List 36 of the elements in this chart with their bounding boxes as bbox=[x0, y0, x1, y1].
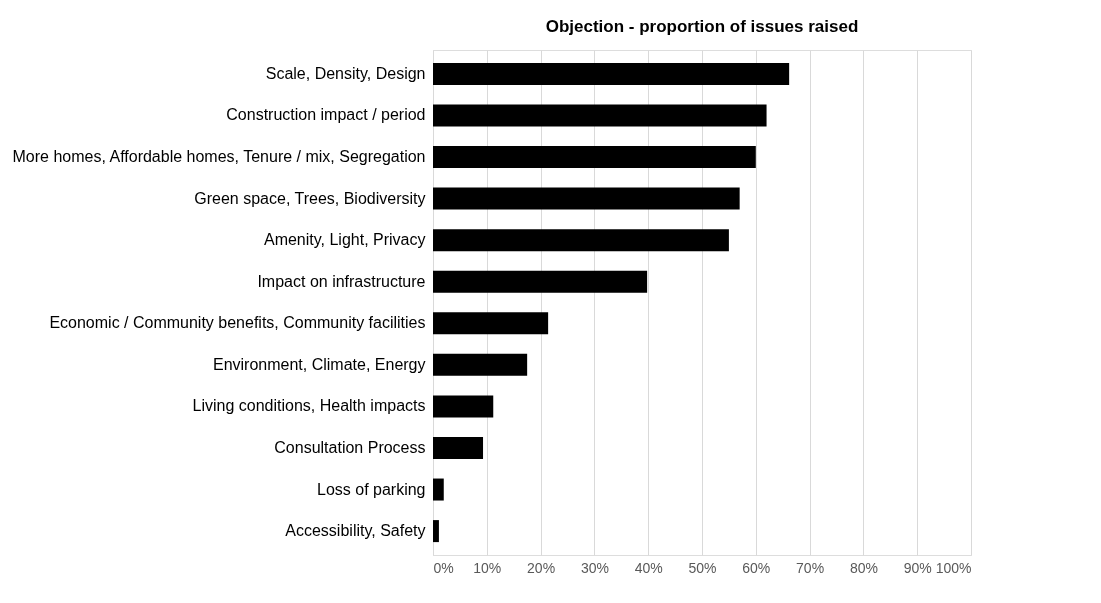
x-tick-label: 0% bbox=[433, 559, 454, 576]
bar bbox=[433, 270, 648, 293]
bar bbox=[433, 187, 740, 210]
bar bbox=[433, 312, 549, 335]
y-tick-label: Impact on infrastructure bbox=[257, 272, 426, 290]
y-tick-label: Environment, Climate, Energy bbox=[212, 355, 426, 373]
x-tick-label: 70% bbox=[796, 559, 825, 576]
bar bbox=[433, 229, 729, 252]
y-tick-label: Green space, Trees, Biodiversity bbox=[194, 189, 426, 207]
x-tick-label: 100% bbox=[935, 559, 972, 576]
y-tick-label: Scale, Density, Design bbox=[265, 64, 426, 82]
x-tick-label: 20% bbox=[527, 559, 556, 576]
bar bbox=[433, 62, 790, 85]
y-tick-label: Consultation Process bbox=[274, 438, 426, 456]
x-tick-label: 50% bbox=[688, 559, 717, 576]
y-tick-label: Amenity, Light, Privacy bbox=[263, 231, 426, 249]
x-tick-label: 30% bbox=[580, 559, 609, 576]
bar bbox=[433, 146, 756, 169]
y-tick-label: Accessibility, Safety bbox=[285, 522, 426, 540]
x-tick-label: 40% bbox=[634, 559, 663, 576]
bar bbox=[433, 436, 484, 459]
x-tick-label: 10% bbox=[473, 559, 502, 576]
bar bbox=[433, 104, 767, 127]
bar bbox=[433, 353, 528, 376]
x-tick-label: 60% bbox=[742, 559, 771, 576]
bar bbox=[433, 478, 444, 501]
y-tick-label: More homes, Affordable homes, Tenure / mix, Segregation bbox=[12, 148, 426, 166]
chart-title: Objection - proportion of issues raised bbox=[545, 17, 859, 36]
y-tick-label: Economic / Community benefits, Community facilities bbox=[49, 314, 426, 332]
y-tick-label: Loss of parking bbox=[316, 480, 426, 498]
y-tick-label: Construction impact / period bbox=[226, 106, 426, 124]
x-tick-label: 90% bbox=[903, 559, 932, 576]
x-tick-label: 80% bbox=[849, 559, 878, 576]
y-tick-label: Living conditions, Health impacts bbox=[192, 397, 426, 415]
bar bbox=[433, 395, 494, 418]
bar bbox=[433, 520, 439, 543]
